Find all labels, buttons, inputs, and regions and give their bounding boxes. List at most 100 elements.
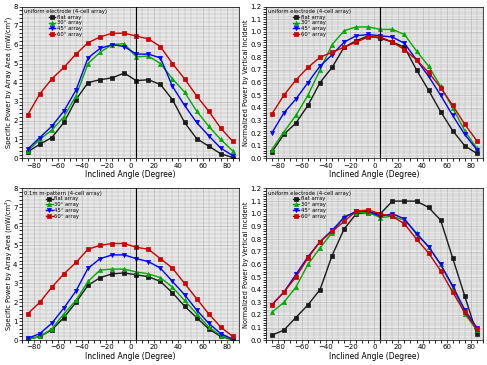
30° array	[269, 147, 275, 152]
60° array	[146, 37, 151, 41]
45° array	[474, 326, 480, 330]
45° array	[281, 290, 287, 295]
30° array	[438, 84, 444, 89]
flat array	[25, 337, 31, 342]
60° array	[329, 50, 335, 54]
X-axis label: Inclined Angle (Degree): Inclined Angle (Degree)	[85, 170, 175, 179]
30° array	[37, 137, 43, 142]
45° array	[49, 124, 55, 128]
45° array	[450, 284, 456, 288]
60° array	[73, 260, 79, 265]
flat array	[426, 88, 431, 92]
45° array	[61, 109, 67, 113]
30° array	[97, 268, 103, 272]
30° array	[377, 215, 383, 220]
flat array	[169, 97, 175, 102]
30° array	[305, 93, 311, 97]
30° array	[329, 231, 335, 235]
45° array	[317, 64, 323, 68]
flat array	[462, 144, 468, 148]
45° array	[206, 321, 211, 325]
flat array	[377, 36, 383, 41]
30° array	[281, 300, 287, 304]
flat array	[85, 80, 91, 85]
30° array	[206, 124, 211, 128]
30° array	[401, 32, 407, 37]
60° array	[37, 300, 43, 304]
60° array	[438, 85, 444, 90]
30° array	[49, 327, 55, 331]
flat array	[49, 328, 55, 332]
30° array	[413, 49, 419, 53]
45° array	[450, 113, 456, 118]
45° array	[329, 228, 335, 233]
30° array	[182, 298, 187, 303]
flat array	[438, 218, 444, 222]
45° array	[269, 131, 275, 135]
45° array	[218, 146, 224, 150]
flat array	[97, 276, 103, 280]
60° array	[49, 77, 55, 81]
60° array	[390, 214, 395, 219]
60° array	[218, 325, 224, 329]
45° array	[121, 44, 127, 49]
60° array	[269, 112, 275, 116]
60° array	[474, 327, 480, 331]
Y-axis label: Specific Power by Array Area (mW/cm²): Specific Power by Array Area (mW/cm²)	[4, 17, 12, 148]
flat array	[133, 78, 139, 83]
60° array	[61, 65, 67, 70]
30° array	[269, 310, 275, 315]
45° array	[73, 88, 79, 92]
45° array	[230, 153, 236, 158]
30° array	[317, 68, 323, 72]
30° array	[146, 272, 151, 276]
45° array	[365, 209, 371, 214]
Line: 45° array: 45° array	[270, 209, 479, 330]
flat array	[293, 121, 299, 125]
30° array	[169, 285, 175, 289]
30° array	[61, 115, 67, 119]
30° array	[121, 42, 127, 46]
60° array	[426, 70, 431, 74]
30° array	[317, 246, 323, 250]
60° array	[462, 122, 468, 127]
Legend: flat array, 30° array, 45° array, 60° array: flat array, 30° array, 45° array, 60° ar…	[23, 189, 103, 220]
30° array	[157, 276, 163, 280]
flat array	[329, 65, 335, 70]
Line: 60° array: 60° array	[270, 208, 479, 331]
60° array	[49, 285, 55, 289]
flat array	[121, 271, 127, 275]
flat array	[474, 332, 480, 336]
flat array	[37, 142, 43, 146]
flat array	[194, 137, 200, 141]
30° array	[426, 245, 431, 249]
Line: 45° array: 45° array	[270, 32, 479, 152]
flat array	[182, 304, 187, 308]
60° array	[133, 245, 139, 250]
45° array	[133, 52, 139, 56]
45° array	[182, 103, 187, 108]
30° array	[293, 113, 299, 118]
flat array	[73, 300, 79, 304]
45° array	[474, 147, 480, 152]
flat array	[281, 328, 287, 333]
flat array	[353, 212, 359, 216]
30° array	[133, 270, 139, 274]
45° array	[305, 80, 311, 85]
30° array	[133, 55, 139, 59]
60° array	[377, 212, 383, 216]
60° array	[341, 45, 347, 49]
30° array	[146, 54, 151, 58]
45° array	[341, 215, 347, 220]
Legend: flat array, 30° array, 45° array, 60° array: flat array, 30° array, 45° array, 60° ar…	[267, 8, 352, 38]
60° array	[317, 55, 323, 59]
30° array	[97, 50, 103, 54]
60° array	[146, 247, 151, 251]
60° array	[329, 229, 335, 234]
45° array	[109, 253, 115, 257]
60° array	[305, 256, 311, 260]
45° array	[157, 56, 163, 60]
flat array	[317, 288, 323, 292]
flat array	[37, 334, 43, 339]
flat array	[133, 273, 139, 277]
